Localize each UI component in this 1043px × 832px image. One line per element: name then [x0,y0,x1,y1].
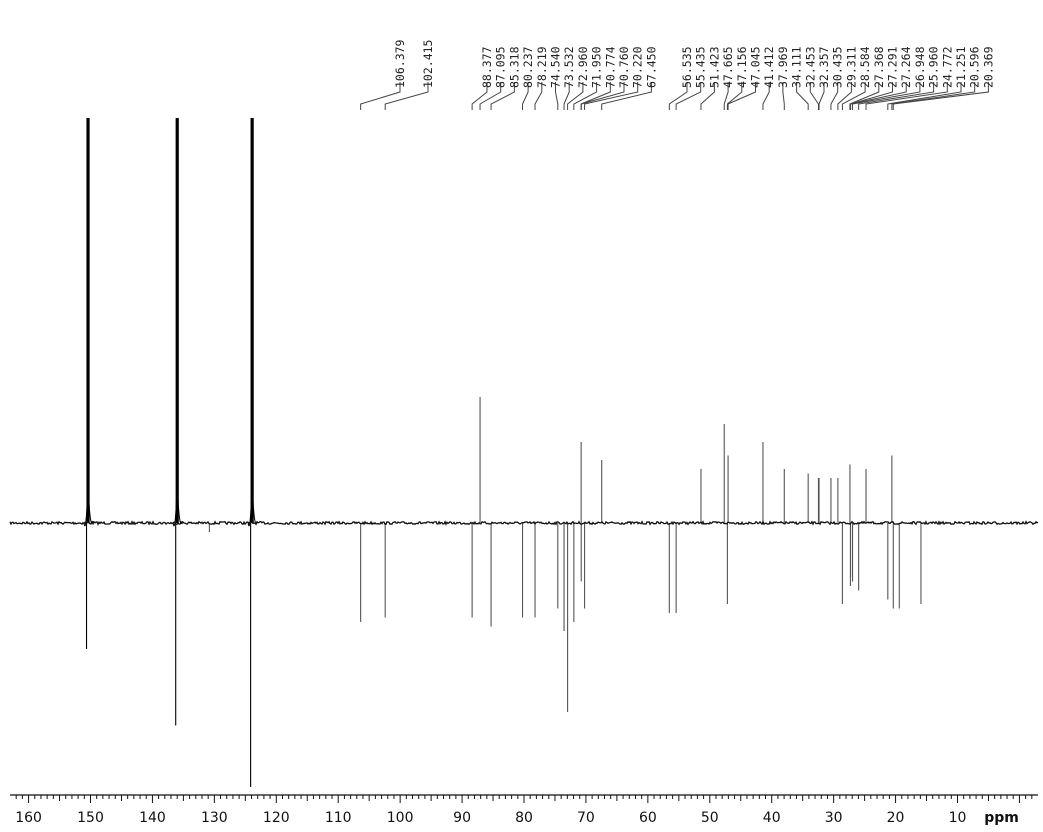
peak-label-leader [567,82,584,110]
peak-label: 32.357 [817,46,831,88]
x-tick-label: 120 [263,810,290,826]
peak-label: 30.435 [831,46,845,88]
peak-label-leaders [360,82,989,110]
peak-label: 26.948 [913,46,927,88]
peak-label: 47.156 [735,46,749,88]
peak-label: 80.237 [521,46,535,88]
peak-label-leader [727,82,756,110]
peak-label-leader [584,82,639,110]
peak-label: 32.453 [803,46,817,88]
x-tick-label: 60 [639,810,657,826]
peak-label-leader [850,82,907,110]
x-axis-ticks [15,795,1033,803]
peak-label-leader [892,82,989,110]
peak-label-leader [837,82,852,110]
peak-label-leader [830,82,839,110]
peak-label-leader [891,82,976,110]
peak-label: 41.412 [762,46,776,88]
peak-label: 88.377 [480,46,494,88]
peak-label-leader [726,82,743,110]
x-tick-label: 130 [201,810,228,826]
peak-label-leader [841,82,866,110]
x-tick-label: 20 [887,810,905,826]
peak-label: 27.264 [899,46,913,88]
peak-label: 85.318 [507,46,521,88]
peak-label-leader [782,82,785,110]
peak-label: 72.960 [576,46,590,88]
peak-label: 74.540 [549,46,563,88]
x-axis: 160 150 140 130 120 110 100 90 80 70 60 50 40 30 20 10 … [10,794,1038,826]
x-tick-label: 150 [77,810,104,826]
peak-label: 55.435 [694,46,708,88]
peak-label: 34.111 [790,46,804,88]
peak-label: 73.532 [562,46,576,88]
peak-label-leader [522,82,529,110]
peak-label: 70.760 [617,46,631,88]
peak-label-leader [668,82,688,110]
peak-label-leader [360,82,401,110]
peak-label-leader [490,82,515,110]
peak-label: 71.950 [590,46,604,88]
peak-label: 67.450 [644,46,658,88]
peak-label-leader [852,82,921,110]
peak-label-leader [555,82,559,110]
peak-label: 27.368 [872,46,886,88]
peak-label: 37.969 [776,46,790,88]
peak-label: 56.535 [680,46,694,88]
baseline-trace [9,520,1039,526]
x-tick-label: 50 [701,810,719,826]
peak-label-leader [796,82,809,110]
x-axis-tick-labels: 160 150 140 130 120 110 100 90 80 70 60 50 40 30 20 10 [15,810,966,826]
peak-label: 25.960 [927,46,941,88]
x-tick-label: 80 [515,810,533,826]
peak-label: 70.774 [603,46,617,88]
peak-label-leader [723,82,729,110]
peak-label-leader [809,82,819,110]
peak-label: 47.045 [749,46,763,88]
peak-label: 51.423 [707,46,721,88]
x-axis-unit-label: ppm [984,810,1019,826]
peak-label-leader [858,82,935,110]
x-tick-label: 140 [139,810,166,826]
peak-label-leader [534,82,543,110]
x-tick-label: 100 [387,810,414,826]
peak-label-leader [479,82,502,110]
peak-labels: 106.379 102.415 88.377 87.095 85.318 80.237 78… [393,39,995,88]
peak-label-leader [384,82,429,110]
peak-label-leader [762,82,770,110]
peak-label: 21.251 [954,46,968,88]
peak-label: 27.291 [886,46,900,88]
peak-label: 87.095 [494,46,508,88]
peak-label-leader [887,82,962,110]
peak-lines [83,118,922,787]
peak-label: 102.415 [421,40,435,88]
peak-label-leader [865,82,948,110]
x-tick-label: 30 [825,810,843,826]
x-tick-label: 90 [453,810,471,826]
peak-label-leader [563,82,570,110]
peak-label: 78.219 [535,46,549,88]
x-tick-label: 40 [763,810,781,826]
peak-label: 29.311 [844,46,858,88]
x-tick-label: 70 [577,810,595,826]
peak-label-leader [573,82,598,110]
x-tick-label: 10 [949,810,967,826]
peak-label-leader [471,82,488,110]
x-tick-label: 110 [325,810,352,826]
peak-label: 47.665 [721,46,735,88]
peak-label-leader [700,82,715,110]
peak-label: 106.379 [393,39,407,88]
peak-label: 28.584 [858,46,872,88]
peak-label: 70.220 [631,46,645,88]
peak-label-leader [818,82,825,110]
peak-label-leader [580,82,625,110]
peak-label-leader [601,82,652,110]
x-tick-label: 160 [15,810,42,826]
peak-label: 24.772 [940,46,954,88]
peak-label: 20.596 [968,46,982,88]
peak-label: 20.369 [981,46,995,88]
peak-label-leader [675,82,702,110]
